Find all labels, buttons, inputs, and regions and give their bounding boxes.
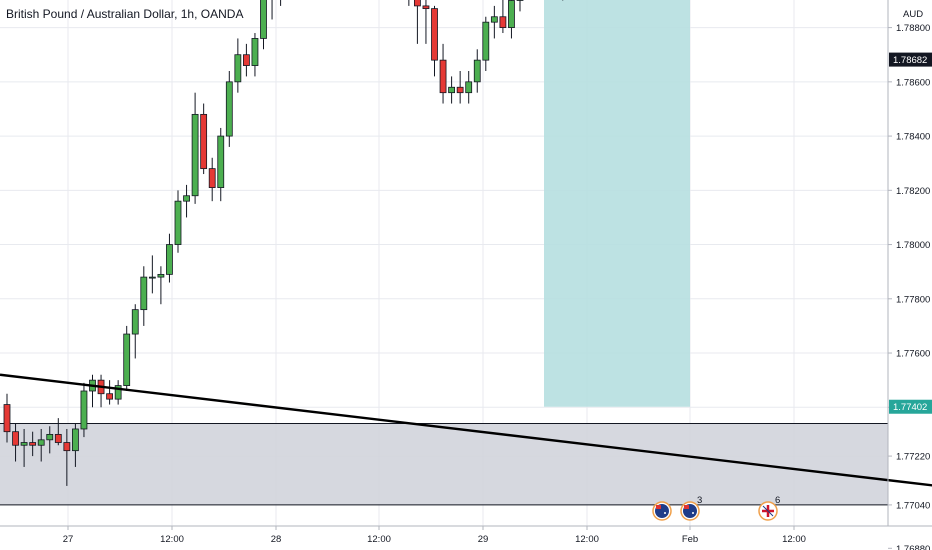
candle-up <box>174 200 182 245</box>
y-tick-label: 1.77800 <box>896 294 930 305</box>
candle-up <box>473 59 481 83</box>
candle-up <box>20 442 28 446</box>
x-tick-label: 12:00 <box>575 534 599 545</box>
take-profit-zone <box>544 0 690 407</box>
candle-down <box>200 113 208 170</box>
candle-up <box>37 439 45 446</box>
candle-up <box>225 81 233 137</box>
candle-up <box>80 390 88 430</box>
y-tick-label: 1.78200 <box>896 186 930 197</box>
candle-up <box>114 385 122 400</box>
candle-down <box>242 54 250 66</box>
price-badge <box>889 399 932 414</box>
y-tick-label: 1.77220 <box>896 452 930 463</box>
y-tick-label: 1.76880 <box>896 544 930 550</box>
candle-up <box>131 309 139 335</box>
zone-band <box>0 423 888 505</box>
candle-up <box>251 38 259 66</box>
price-badge <box>889 52 932 67</box>
price-badge-label: 1.77402 <box>893 402 927 413</box>
candle-down <box>208 168 216 189</box>
candle-up <box>482 21 490 61</box>
candle-up <box>508 0 515 28</box>
candle-down <box>63 442 71 452</box>
candle-down <box>3 404 11 433</box>
candle-down <box>499 16 507 28</box>
price-badge-label: 1.78682 <box>893 55 927 66</box>
au-flag-union-icon <box>684 505 689 509</box>
candle-down <box>54 433 62 443</box>
y-tick-label: 1.78800 <box>896 23 930 34</box>
candle-up <box>448 86 456 94</box>
candle-down <box>456 86 464 94</box>
y-tick-label: 1.77600 <box>896 349 930 360</box>
x-tick-label: 28 <box>271 534 282 545</box>
x-tick-label: 12:00 <box>160 534 184 545</box>
candle-down <box>29 442 37 446</box>
chart-title: British Pound / Australian Dollar, 1h, O… <box>6 7 244 21</box>
candle-down <box>422 5 430 10</box>
x-tick-label: Feb <box>682 534 698 545</box>
currency-label: AUD <box>903 9 923 20</box>
downtrend-line <box>0 373 932 487</box>
candle-down <box>12 431 19 446</box>
candle-down <box>106 393 113 400</box>
au-flag-union-icon <box>656 505 661 509</box>
candle-up <box>157 273 165 278</box>
candle-up <box>234 54 242 83</box>
candle-down <box>431 8 438 61</box>
candle-up <box>148 276 156 279</box>
y-tick-label: 1.77040 <box>896 500 930 511</box>
x-tick-label: 12:00 <box>367 534 391 545</box>
candle-up <box>123 333 131 386</box>
time-axis[interactable]: 27 12:00 28 12:00 29 12:00 Feb 12:00 <box>63 526 806 545</box>
candle-down <box>439 59 447 94</box>
y-tick-label: 1.78400 <box>896 132 930 143</box>
candle-up <box>140 276 148 311</box>
candle-up <box>260 0 267 39</box>
candle-up <box>183 195 190 202</box>
candle-down <box>413 0 421 7</box>
candle-up <box>490 16 498 23</box>
y-tick-label: 1.78600 <box>896 77 930 88</box>
support-resistance-zones <box>0 423 888 506</box>
au-flag-star-icon <box>692 512 694 514</box>
candle-up <box>465 81 473 94</box>
y-tick-label: 1.78000 <box>896 240 930 251</box>
au-flag-star-icon <box>664 512 666 514</box>
uk-flag-diag-icon <box>762 505 774 517</box>
trendline[interactable] <box>0 373 932 511</box>
x-tick-label: 12:00 <box>782 534 806 545</box>
candle-up <box>72 428 79 452</box>
x-tick-label: 29 <box>478 534 489 545</box>
candle-up <box>46 433 54 441</box>
short-position-tool[interactable] <box>0 0 888 407</box>
event-count: 3 <box>697 495 702 506</box>
candlestick-series <box>3 0 564 486</box>
candle-up <box>191 113 199 197</box>
candle-up <box>217 135 225 189</box>
x-tick-label: 27 <box>63 534 74 545</box>
candle-up <box>166 244 173 275</box>
event-count: 6 <box>775 495 780 506</box>
